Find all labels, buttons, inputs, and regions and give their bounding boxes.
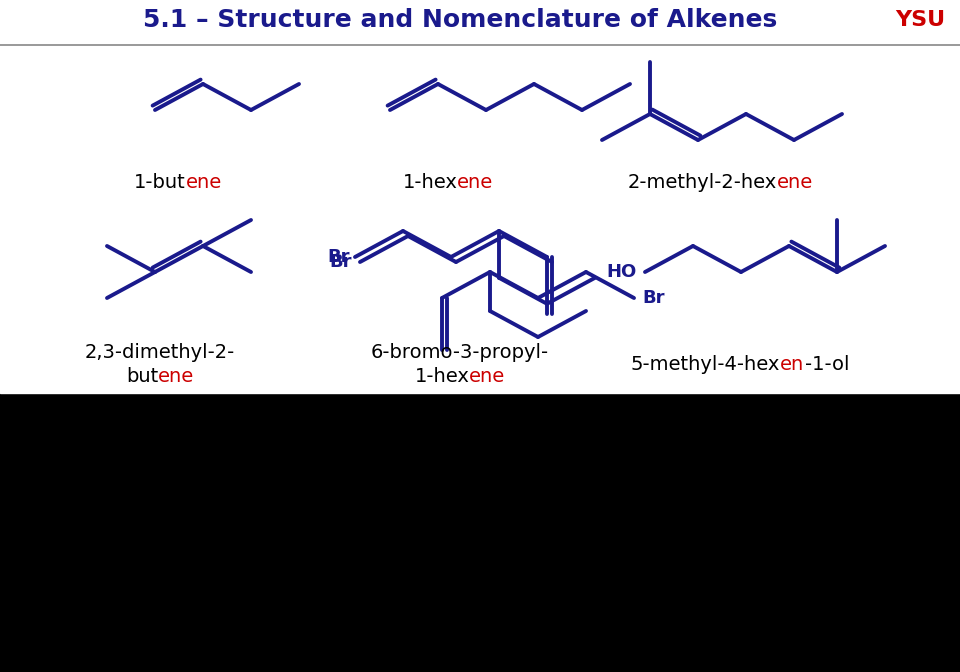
Text: 6-bromo-3-propyl-: 6-bromo-3-propyl- <box>371 343 549 362</box>
Text: en: en <box>780 355 804 374</box>
Text: Br: Br <box>642 289 664 307</box>
Text: ene: ene <box>158 368 194 386</box>
Text: -1-ol: -1-ol <box>804 355 849 374</box>
Text: ene: ene <box>185 173 222 192</box>
Text: 2,3-dimethyl-2-: 2,3-dimethyl-2- <box>84 343 235 362</box>
Bar <box>0 393 960 672</box>
Text: ene: ene <box>469 368 506 386</box>
Text: Br: Br <box>329 253 352 271</box>
Text: 2-methyl-2-hex: 2-methyl-2-hex <box>627 173 777 192</box>
Text: YSU: YSU <box>895 10 945 30</box>
Text: 1-hex: 1-hex <box>402 173 457 192</box>
Text: 1-but: 1-but <box>134 173 185 192</box>
Text: 5.1 – Structure and Nomenclature of Alkenes: 5.1 – Structure and Nomenclature of Alke… <box>143 8 778 32</box>
Text: ene: ene <box>457 173 493 192</box>
Text: 1-hex: 1-hex <box>415 368 469 386</box>
Text: but: but <box>126 368 158 386</box>
Bar <box>0 0 960 393</box>
Text: Br: Br <box>327 248 350 266</box>
Text: ene: ene <box>777 173 813 192</box>
Text: 5-methyl-4-hex: 5-methyl-4-hex <box>631 355 780 374</box>
Text: HO: HO <box>607 263 637 281</box>
